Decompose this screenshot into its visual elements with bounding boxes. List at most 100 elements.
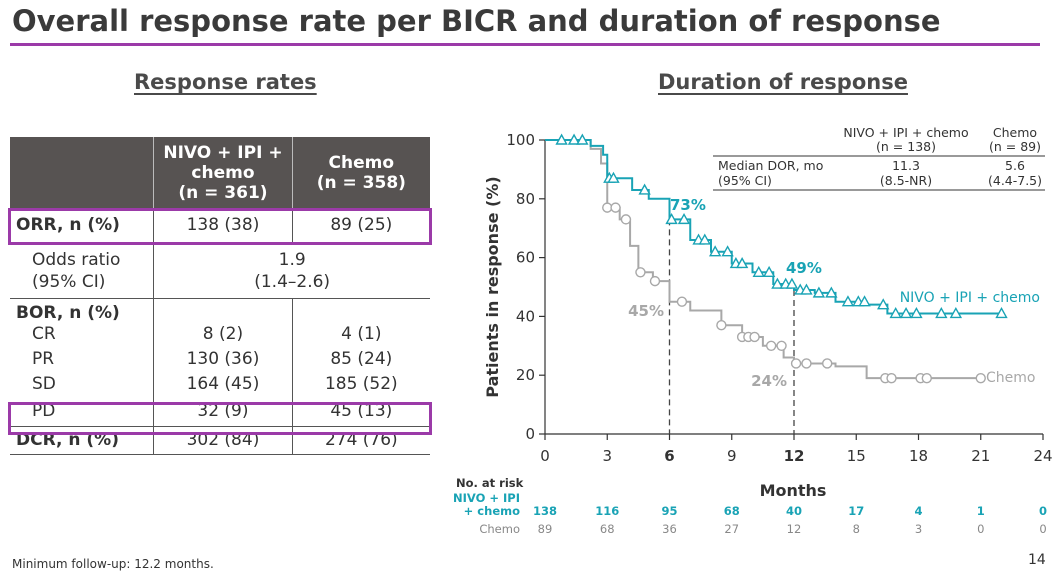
risk-chemo-value: 8 [853,522,860,536]
sd-row: SD 164 (45) 185 (52) [10,374,430,396]
header-empty-cell [10,137,155,208]
risk-chemo-label: Chemo [479,522,520,536]
nivo-censor-mark [576,133,589,145]
response-table: NIVO + IPI + chemo (n = 361) Chemo (n = … [10,137,430,455]
sd-chemo-value: 185 (52) [324,374,398,394]
odds-ratio-label: Odds ratio (95% CI) [10,242,155,299]
cr-row: CR 8 (2) 4 (1) [10,324,430,349]
risk-nivo-value: 4 [914,504,922,518]
nivo-6-month-annotation: 73% [670,196,706,214]
x-tick-label: 9 [727,447,737,465]
chemo-censor-mark [620,214,632,225]
nivo-censor-mark [752,265,765,277]
chemo-censor-mark [790,358,802,369]
inset-header-nivo-line1: NIVO + IPI + chemo [843,125,968,140]
number-at-risk-table: No. at risk NIVO + IPI + chemo Chemo 138… [453,476,1047,536]
inset-header-chemo-line2: (n = 89) [989,139,1041,154]
series-layer [545,133,1008,384]
pd-highlight-box [8,402,432,435]
chemo-censor-mark [886,372,897,384]
risk-chemo-value: 36 [662,522,677,536]
nivo-censor-mark [785,277,799,289]
nivo-censor-mark [708,245,722,257]
nivo-censor-mark [877,298,890,310]
dcr-label: DCR, n (%) [10,426,155,455]
nivo-censor-mark [899,307,913,319]
nivo-censor-mark [698,233,711,245]
odds-ratio-label-line2: (95% CI) [32,271,106,292]
chemo-censor-mark [610,202,621,213]
pd-nivo-value: 32 (9) [153,396,293,427]
inset-row-label-line1: Median DOR, mo [718,158,823,173]
chemo-censor-mark [676,296,688,307]
orr-highlight-box [8,208,432,245]
odds-ratio-value: 1.9 (1.4–2.6) [153,242,430,299]
header-chemo: Chemo (n = 358) [292,137,430,208]
y-ticks: 0 20 40 60 80 100 [506,131,545,443]
chemo-censor-mark [716,320,727,331]
dcr-nivo-value: 302 (84) [153,426,293,455]
cr-nivo-value: 8 (2) [153,324,293,349]
response-rates-heading: Response rates [134,70,317,94]
risk-nivo-label-line2: + chemo [464,504,520,518]
nivo-series-label: NIVO + IPI + chemo [900,290,1040,306]
risk-nivo-row: 138 116 95 68 40 17 4 1 0 [533,504,1047,518]
nivo-censor-mark [935,307,948,319]
orr-chemo-value: 89 (25) [292,208,430,243]
pd-label: PD [10,396,155,427]
risk-nivo-value: 95 [661,504,677,518]
inset-chemo-median: 5.6 [1005,158,1025,173]
header-nivo-line3: (n = 361) [178,182,268,203]
nivo-censor-mark [721,245,734,257]
nivo-censor-mark [800,283,813,295]
risk-chemo-value: 12 [787,522,802,536]
risk-nivo-value: 40 [786,504,802,518]
inset-nivo-ci: (8.5-NR) [880,173,932,188]
inset-header-nivo-line2: (n = 138) [876,139,936,154]
nivo-censor-mark [889,307,902,319]
risk-title: No. at risk [456,476,524,490]
slide-title: Overall response rate per BICR and durat… [12,4,941,38]
chemo-censor-mark [975,372,986,384]
chemo-6-month-annotation: 45% [628,302,664,320]
nivo-censor-mark [567,133,581,145]
nivo-censor-mark [677,212,691,225]
cr-label: CR [10,324,155,349]
chemo-censor-mark [801,358,812,369]
risk-nivo-value: 1 [977,504,985,518]
y-axis-label: Patients in response (%) [483,176,502,397]
risk-nivo-value: 116 [595,504,619,518]
nivo-censor-mark [762,265,776,277]
nivo-censor-mark [995,307,1008,319]
risk-nivo-value: 138 [533,504,557,518]
nivo-censor-mark [607,171,620,183]
inset-header-chemo-line1: Chemo [993,125,1037,140]
risk-chemo-value: 3 [915,522,922,536]
y-tick-label: 0 [525,425,535,443]
footnote: Minimum follow-up: 12.2 months. [12,557,214,571]
risk-chemo-value: 0 [977,522,984,536]
risk-nivo-value: 17 [848,504,864,518]
km-axes: 0 20 40 60 80 100 0 3 6 9 12 15 18 21 24 Patients in … [483,131,1053,500]
inset-nivo-median: 11.3 [892,158,920,173]
x-axis-label: Months [760,481,827,500]
dcr-chemo-value: 274 (76) [292,426,430,455]
risk-nivo-value: 0 [1039,504,1047,518]
header-nivo-line1: NIVO + IPI + [163,142,283,163]
chemo-censor-mark [635,267,646,278]
nivo-censor-mark [771,277,784,289]
table-header-row: NIVO + IPI + chemo (n = 361) Chemo (n = … [10,137,430,208]
sd-nivo-value: 164 (45) [153,374,293,396]
y-tick-label: 20 [516,366,535,384]
nivo-censor-mark [638,183,651,195]
nivo-censor-mark [812,286,826,298]
x-tick-label: 18 [909,447,928,465]
median-dor-inset: NIVO + IPI + chemo (n = 138) Chemo (n = … [713,125,1045,191]
nivo-censor-mark [825,286,838,298]
inset-chemo-ci: (4.4-7.5) [988,173,1042,188]
y-tick-label: 80 [516,190,535,208]
y-tick-label: 100 [506,131,535,149]
nivo-censor-mark [841,295,855,307]
nivo-censor-mark [735,257,749,269]
